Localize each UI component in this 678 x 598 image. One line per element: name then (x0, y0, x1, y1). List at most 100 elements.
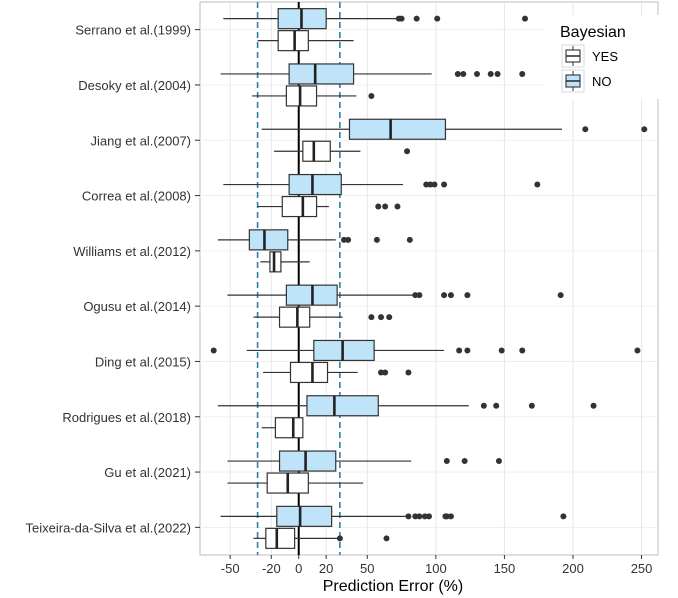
outlier-point (404, 148, 411, 155)
outlier-point (434, 15, 441, 22)
outlier-point (528, 402, 535, 409)
box-no (217, 229, 413, 251)
legend-label: NO (592, 74, 612, 89)
box-yes (257, 195, 401, 218)
legend: Bayesian YES NO (545, 15, 665, 99)
box-yes (274, 140, 411, 162)
outlier-point (426, 513, 432, 520)
x-tick-label: 50 (360, 561, 374, 576)
outlier-point (590, 402, 597, 409)
box-iqr (281, 195, 318, 218)
outlier-point (383, 535, 390, 542)
box-yes (257, 30, 354, 52)
outlier-point (412, 292, 419, 299)
outlier-point (534, 181, 541, 188)
outlier-point (456, 347, 463, 354)
legend-entry-yes: YES (561, 44, 618, 68)
legend-title: Bayesian (560, 24, 626, 41)
box-iqr (288, 173, 342, 196)
outlier-point (519, 70, 526, 77)
box-iqr (285, 85, 318, 107)
x-tick-label: 150 (494, 561, 516, 576)
box-no (217, 395, 597, 417)
box-iqr (248, 229, 289, 251)
y-axis-labels: Serrano et al.(1999) Desoky et al.(2004) J… (26, 23, 200, 535)
box-no (210, 339, 641, 362)
outlier-point (493, 402, 500, 409)
y-tick-label: Ogusu et al.(2014) (83, 299, 191, 314)
box-iqr (289, 361, 329, 384)
outlier-point (461, 458, 468, 465)
x-tick-label: 100 (425, 561, 447, 576)
outlier-point (519, 347, 526, 354)
x-tick-label: -20 (262, 561, 281, 576)
legend-label: YES (592, 49, 618, 64)
box-no (227, 284, 564, 306)
outlier-point (454, 70, 461, 77)
box-no (220, 505, 567, 527)
outlier-point (495, 458, 502, 465)
y-tick-label: Serrano et al.(1999) (75, 23, 191, 38)
x-tick-label: -50 (221, 561, 240, 576)
box-yes (260, 251, 310, 273)
box-iqr (274, 417, 304, 439)
outlier-point (441, 292, 448, 299)
outlier-point (375, 203, 382, 210)
outlier-point (473, 70, 480, 77)
x-axis-labels: -50 -20 0 20 50 100 150 200 250 (221, 555, 652, 576)
y-tick-label: Correa et al.(2008) (82, 189, 191, 204)
outlier-point (460, 70, 467, 77)
x-tick-label: 20 (319, 561, 333, 576)
y-tick-label: Jiang et al.(2007) (91, 133, 191, 148)
outlier-point (398, 15, 405, 22)
outlier-point (487, 70, 494, 77)
box-iqr (269, 251, 282, 273)
outlier-point (494, 70, 501, 77)
y-tick-label: Desoky et al.(2004) (78, 78, 191, 93)
outlier-point (634, 347, 641, 354)
outlier-point (423, 181, 430, 188)
outlier-point (421, 513, 428, 520)
outlier-point (480, 402, 487, 409)
box-iqr (276, 505, 333, 527)
outlier-point (378, 314, 385, 321)
outlier-point (340, 236, 347, 243)
outlier-point (582, 126, 589, 133)
box-yes (253, 527, 390, 549)
box-iqr (313, 339, 375, 362)
box-iqr (288, 63, 355, 85)
box-no (220, 63, 526, 85)
y-tick-label: Williams et al.(2012) (73, 244, 191, 259)
outlier-point (464, 292, 471, 299)
box-iqr (302, 140, 331, 162)
outlier-point (431, 181, 438, 188)
box-iqr (278, 306, 311, 328)
outlier-point (416, 513, 423, 520)
y-tick-label: Rodrigues et al.(2018) (62, 410, 191, 425)
box-no (223, 173, 541, 196)
box-yes (252, 85, 375, 107)
y-tick-label: Ding et al.(2015) (95, 354, 191, 369)
outlier-point (373, 236, 380, 243)
y-tick-label: Teixeira-da-Silva et al.(2022) (26, 520, 191, 535)
outlier-point (368, 92, 375, 99)
outlier-point (382, 203, 389, 210)
box-no (223, 8, 528, 30)
box-yes (253, 306, 393, 328)
outlier-point (641, 126, 648, 133)
box-iqr (278, 450, 337, 472)
x-axis-title: Prediction Error (%) (323, 578, 463, 595)
box-iqr (265, 527, 296, 549)
box-no (227, 450, 502, 472)
outlier-point (498, 347, 505, 354)
outlier-point (416, 292, 423, 299)
box-yes (227, 472, 364, 494)
x-tick-label: 200 (562, 561, 584, 576)
outlier-point (406, 236, 413, 243)
box-yes (263, 361, 412, 384)
outlier-point (441, 181, 448, 188)
outlier-point (386, 314, 393, 321)
box-iqr (277, 30, 309, 52)
box-no (261, 118, 648, 140)
box-iqr (306, 395, 379, 417)
